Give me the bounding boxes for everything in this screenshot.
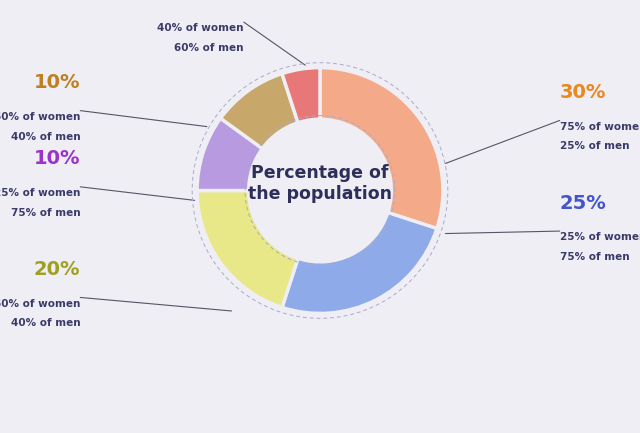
Text: 75% of men: 75% of men [560,252,629,262]
Text: 40% of women: 40% of women [157,23,244,33]
Text: 20%: 20% [34,260,80,279]
Text: 75% of women: 75% of women [560,122,640,132]
Text: 40% of men: 40% of men [11,318,80,328]
Text: 10%: 10% [34,149,80,168]
Text: 75% of men: 75% of men [11,208,80,218]
Wedge shape [197,118,262,191]
Text: 25%: 25% [560,194,607,213]
Wedge shape [282,68,320,123]
Text: 25% of women: 25% of women [560,233,640,242]
Text: 40% of men: 40% of men [11,132,80,142]
Text: 10%: 10% [34,73,80,92]
Wedge shape [197,191,298,307]
Text: 5%: 5% [211,0,244,4]
Text: 60% of women: 60% of women [0,299,80,309]
Wedge shape [221,74,298,149]
Text: 25% of men: 25% of men [560,141,629,152]
Wedge shape [320,68,443,229]
Text: 25% of women: 25% of women [0,188,80,198]
Text: 60% of men: 60% of men [174,43,244,53]
Text: Percentage of
the population: Percentage of the population [248,164,392,203]
Text: 60% of women: 60% of women [0,112,80,122]
Wedge shape [282,213,437,313]
Text: 30%: 30% [560,83,606,102]
